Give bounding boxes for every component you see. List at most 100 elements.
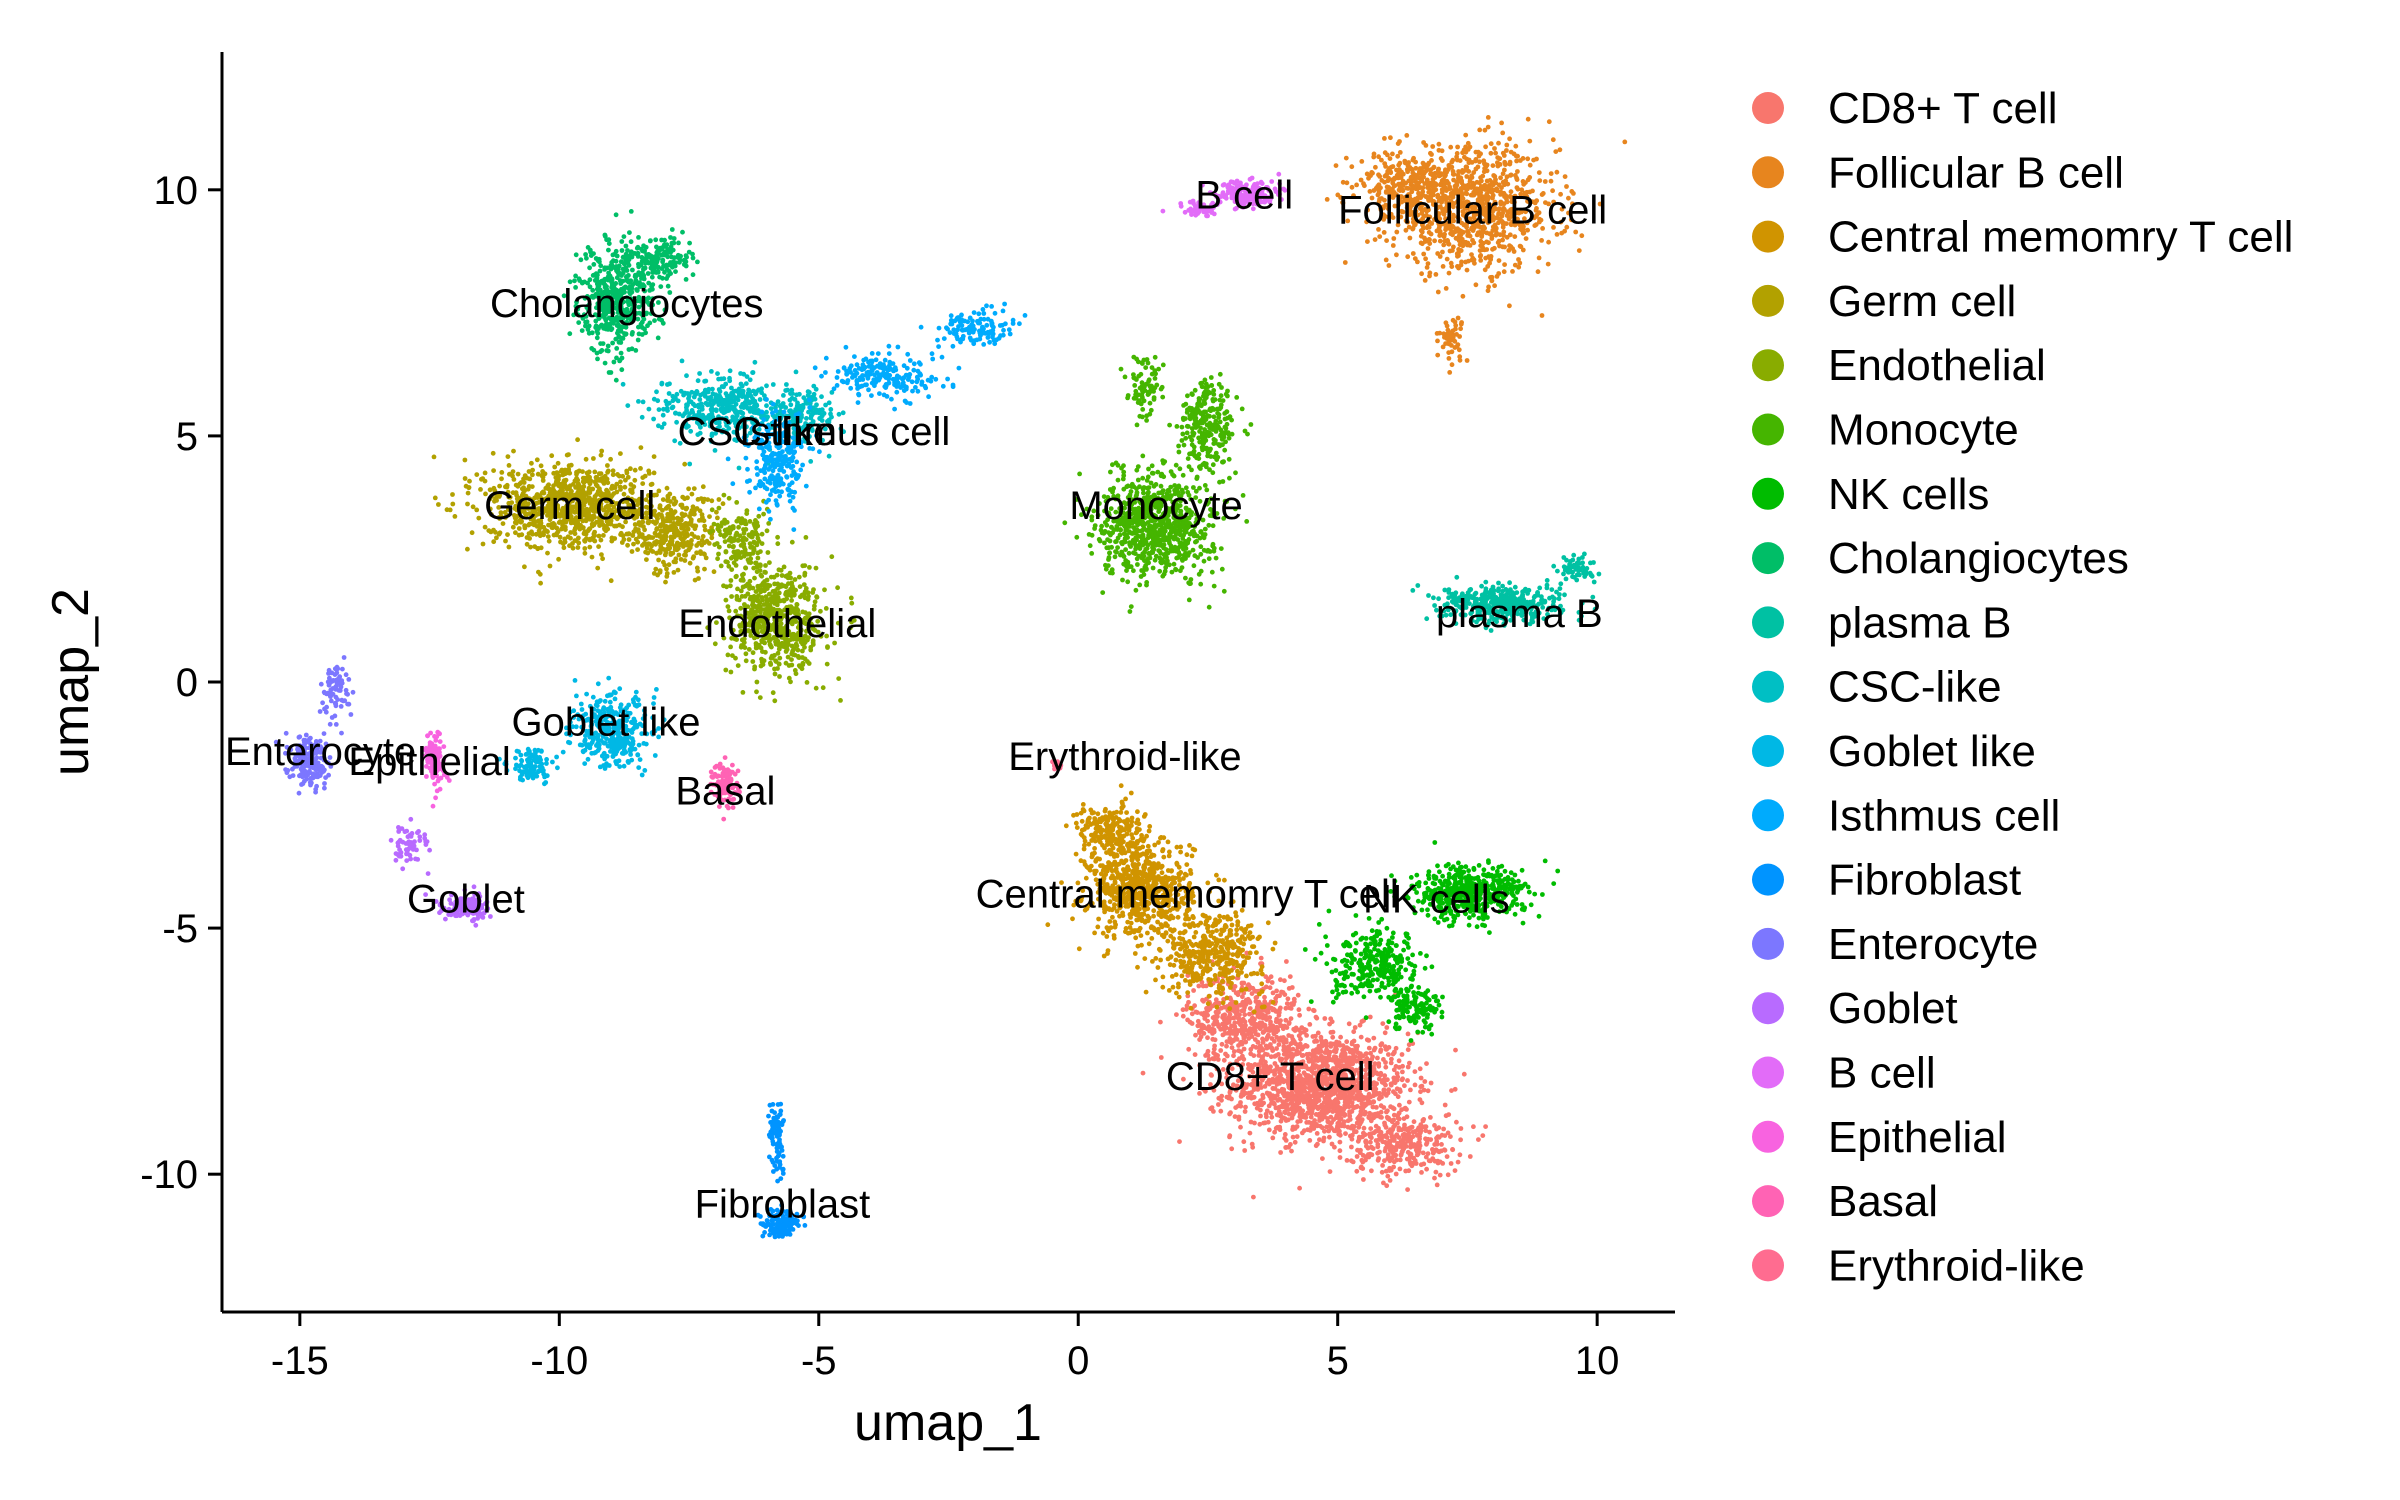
data-point <box>1404 133 1410 138</box>
data-point <box>1121 839 1126 845</box>
data-point <box>1288 1142 1293 1147</box>
data-point <box>1230 1038 1236 1043</box>
data-point <box>1247 1000 1253 1005</box>
data-point <box>1389 1056 1394 1062</box>
data-point <box>1105 864 1111 870</box>
data-point <box>1092 846 1097 851</box>
data-point <box>1427 167 1433 173</box>
data-point <box>1105 948 1111 953</box>
data-point <box>1376 1061 1382 1066</box>
data-point <box>1579 233 1585 239</box>
data-point <box>1165 839 1171 845</box>
data-point <box>1081 808 1087 814</box>
data-point <box>1353 1129 1359 1135</box>
points-layer <box>273 115 1628 1240</box>
data-point <box>1452 1086 1458 1092</box>
data-point <box>1239 970 1244 975</box>
data-point <box>1406 1156 1412 1162</box>
data-point <box>1391 177 1397 182</box>
data-point <box>1125 919 1131 925</box>
data-point <box>1140 1070 1146 1076</box>
data-point <box>1236 1048 1241 1054</box>
data-point <box>1370 1054 1375 1060</box>
data-point <box>1388 1131 1394 1137</box>
data-point <box>503 538 508 544</box>
data-point <box>1425 1088 1431 1094</box>
data-point <box>1243 1039 1249 1045</box>
data-point <box>1554 169 1560 175</box>
data-point <box>1155 926 1161 932</box>
data-point <box>1208 977 1214 983</box>
data-point <box>1382 1073 1388 1079</box>
data-point <box>1141 814 1147 819</box>
data-point <box>1196 958 1202 964</box>
data-point <box>1477 127 1483 133</box>
data-point <box>1497 162 1503 167</box>
data-point <box>1443 341 1448 346</box>
data-point <box>1153 865 1159 871</box>
data-point <box>467 478 472 484</box>
data-point <box>1445 1172 1451 1178</box>
data-point <box>1478 253 1484 258</box>
data-point <box>651 454 657 459</box>
data-point <box>1436 141 1442 147</box>
data-point <box>1222 964 1228 970</box>
data-point <box>1548 171 1554 177</box>
data-point <box>1536 170 1542 176</box>
data-point <box>1296 1007 1302 1013</box>
data-point <box>1128 840 1133 846</box>
data-point <box>1196 983 1202 989</box>
data-point <box>1288 1016 1294 1021</box>
data-point <box>1092 930 1097 936</box>
data-point <box>1270 1007 1276 1013</box>
data-point <box>1308 1114 1314 1120</box>
data-point <box>1182 969 1187 974</box>
data-point <box>1436 1125 1442 1131</box>
data-point <box>1283 1145 1289 1150</box>
data-point <box>1213 997 1219 1003</box>
data-point <box>1365 239 1370 245</box>
data-point <box>1174 860 1180 866</box>
data-point <box>1377 1076 1382 1082</box>
data-point <box>1355 1050 1361 1056</box>
data-point <box>1254 1022 1260 1028</box>
data-point <box>1388 1082 1394 1088</box>
data-point <box>1411 155 1416 161</box>
data-point <box>1371 1099 1376 1105</box>
data-point <box>1167 916 1172 922</box>
data-point <box>1344 1039 1350 1045</box>
data-point <box>1393 1091 1398 1097</box>
data-point <box>1443 180 1448 186</box>
data-point <box>1478 151 1483 157</box>
data-point <box>1133 935 1139 941</box>
data-point <box>1269 980 1275 985</box>
data-point <box>1554 232 1560 237</box>
data-point <box>1419 1083 1425 1089</box>
data-point <box>1240 1000 1246 1006</box>
data-point <box>1239 987 1245 993</box>
data-point <box>1249 1141 1255 1147</box>
data-point <box>1391 1075 1397 1081</box>
data-point <box>1080 802 1086 807</box>
data-point <box>1417 1066 1423 1072</box>
data-point <box>1253 995 1259 1001</box>
data-point <box>1297 1012 1302 1018</box>
data-point <box>1262 1022 1268 1028</box>
data-point <box>1214 1004 1220 1010</box>
data-point <box>1147 824 1153 829</box>
data-point <box>1453 326 1458 332</box>
data-point <box>1456 169 1461 174</box>
data-point <box>1295 1107 1301 1112</box>
data-point <box>1314 1099 1319 1105</box>
data-point <box>1350 1104 1355 1109</box>
data-point <box>599 448 605 454</box>
data-point <box>1503 178 1509 184</box>
data-point <box>1448 144 1454 150</box>
data-point <box>1368 1126 1374 1131</box>
data-point <box>1283 1110 1288 1116</box>
data-point <box>1257 1121 1263 1127</box>
data-point <box>1202 966 1208 971</box>
data-point <box>1102 808 1108 814</box>
data-point <box>1228 957 1233 963</box>
data-point <box>1427 273 1432 279</box>
